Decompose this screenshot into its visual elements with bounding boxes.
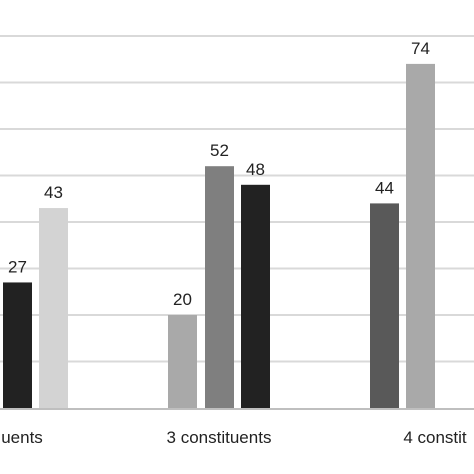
data-labels: 27 43 20 52 48 44 74 <box>8 39 430 309</box>
bar-series <box>3 63 435 409</box>
data-label: 20 <box>173 290 192 309</box>
bar <box>370 203 399 408</box>
bar <box>3 282 32 408</box>
category-label: uents <box>1 428 43 447</box>
gridlines <box>0 35 474 363</box>
category-label: 3 constituents <box>167 428 272 447</box>
bar <box>168 315 197 408</box>
bar <box>241 184 270 408</box>
category-label: 4 constit <box>403 428 467 447</box>
data-label: 74 <box>411 39 430 58</box>
data-label: 48 <box>246 160 265 179</box>
data-label: 44 <box>375 178 394 197</box>
bar <box>406 63 435 409</box>
data-label: 27 <box>8 257 27 276</box>
data-label: 52 <box>210 141 229 160</box>
data-label: 43 <box>44 183 63 202</box>
category-labels: uents 3 constituents 4 constit <box>1 428 467 447</box>
bar <box>205 166 234 408</box>
bar <box>39 208 68 408</box>
